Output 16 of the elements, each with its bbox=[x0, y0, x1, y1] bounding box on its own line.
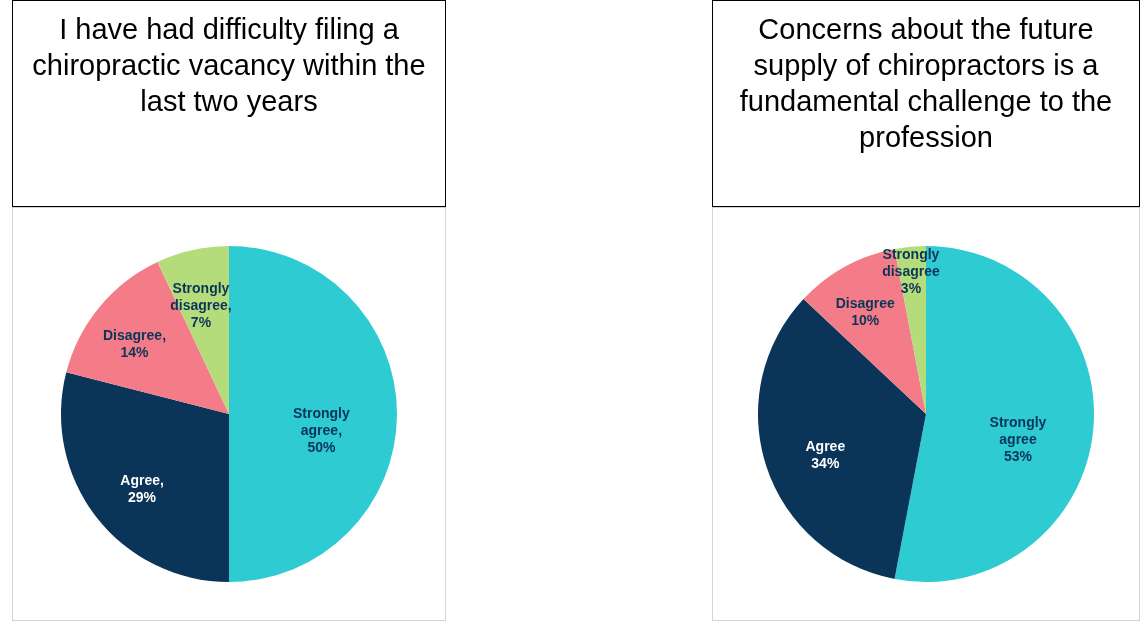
pie-slice bbox=[66, 261, 229, 414]
data-label: 3% bbox=[900, 280, 922, 297]
slice-label: Strongly agree, 50% bbox=[293, 405, 350, 455]
chart-title: I have had difficulty filing a chiropractic vacancy within the last two years bbox=[12, 0, 446, 207]
chart-title: Concerns about the future supply of chiropractors is a fundamental challenge to the profession bbox=[712, 0, 1140, 207]
pie-slice bbox=[229, 246, 397, 582]
data-label: 53% bbox=[1003, 447, 1033, 464]
slice-label: Disagree, 14% bbox=[102, 326, 167, 360]
slice-label: Disagree bbox=[835, 294, 896, 311]
data-label: 34% bbox=[811, 454, 840, 471]
pie-slice bbox=[61, 372, 229, 582]
slice-label: Agree bbox=[805, 437, 846, 454]
slice-label: Agree, 29% bbox=[120, 472, 164, 506]
slice-label: Strongly agree bbox=[989, 413, 1047, 447]
data-label: 10% bbox=[851, 311, 880, 328]
pie-slice bbox=[758, 299, 926, 580]
